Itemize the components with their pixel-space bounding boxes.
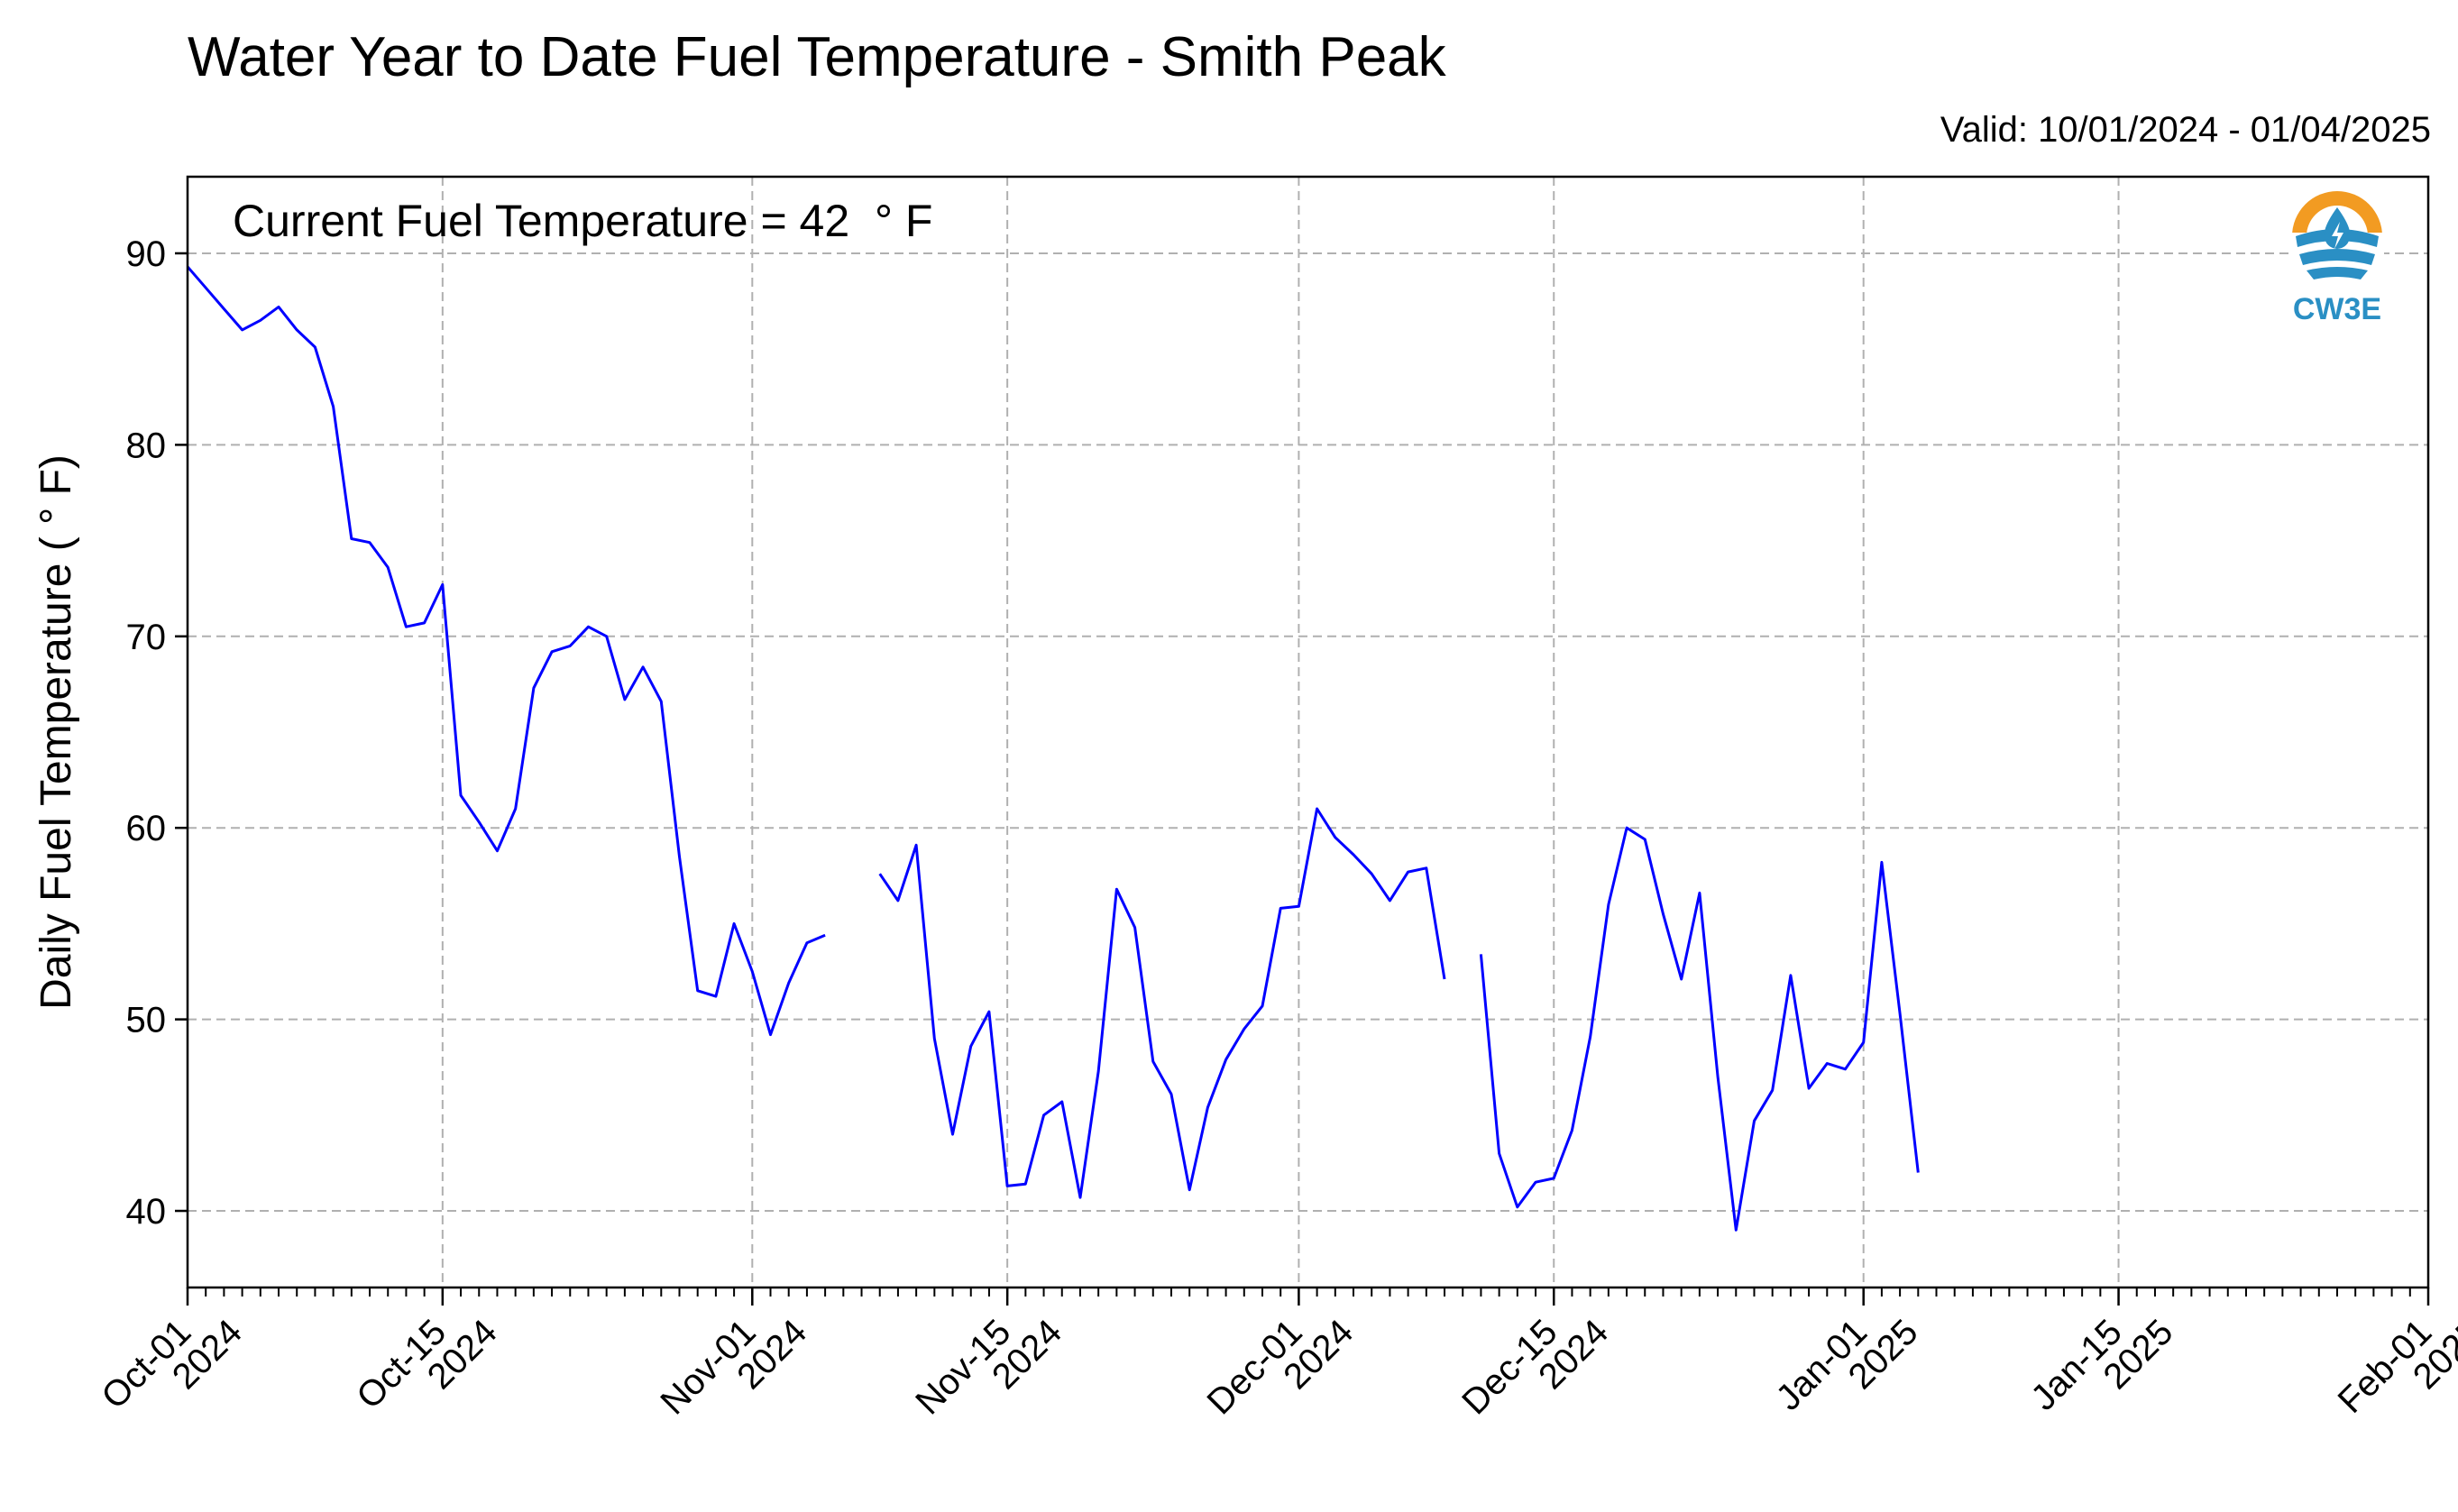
axis-ticks	[175, 252, 2430, 1306]
valid-date-range: Valid: 10/01/2024 - 01/04/2025	[1940, 110, 2431, 150]
grid-lines	[188, 177, 2428, 1287]
plot-frame	[186, 175, 2430, 1289]
logo-text: CW3E	[2293, 292, 2381, 326]
y-tick-labels: 40 50 60 70 80 90	[126, 234, 167, 1232]
y-axis-label: Daily Fuel Temperature ( ° F)	[32, 454, 80, 1010]
cw3e-logo: CW3E	[2290, 191, 2384, 326]
y-tick-label: 60	[126, 809, 167, 848]
chart-title: Water Year to Date Fuel Temperature - Sm…	[188, 26, 1446, 88]
y-tick-label: 90	[126, 234, 167, 274]
series-line-segment	[1479, 826, 1920, 1232]
y-tick-label: 50	[126, 1001, 167, 1040]
series-line-segment	[878, 807, 1446, 1199]
cw3e-drop-logo-icon	[2290, 191, 2384, 283]
series-layer	[186, 265, 1920, 1232]
series-line-segment	[186, 265, 826, 1037]
y-tick-label: 80	[126, 426, 167, 465]
y-tick-label: 40	[126, 1192, 167, 1232]
y-tick-label: 70	[126, 618, 167, 657]
current-temperature-annotation: Current Fuel Temperature = 42 ° F	[233, 196, 932, 246]
